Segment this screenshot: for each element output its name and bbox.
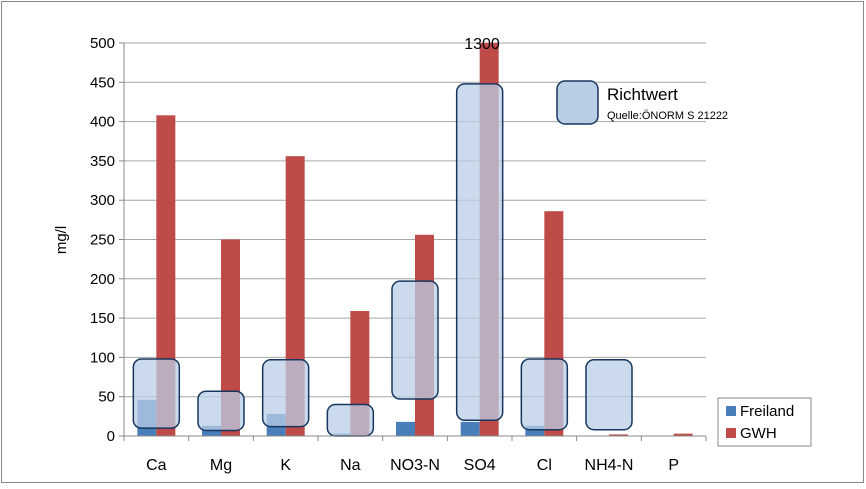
richtwert-box-cl bbox=[520, 358, 569, 431]
y-tick-label: 300 bbox=[90, 192, 115, 209]
overflow-value-label: 1300 bbox=[464, 36, 500, 53]
y-tick-label: 50 bbox=[98, 389, 115, 406]
x-tick-label: K bbox=[280, 457, 291, 474]
richtwert-annotation: Richtwert Quelle:ÖNORM S 21222 bbox=[556, 80, 728, 125]
legend: Freiland GWH bbox=[717, 397, 812, 447]
legend-swatch-freiland bbox=[726, 406, 736, 416]
legend-label-gwh: GWH bbox=[740, 425, 777, 442]
richtwert-box-mg bbox=[197, 390, 245, 432]
bar-gwh-nh4-n bbox=[609, 434, 628, 436]
y-tick-label: 100 bbox=[90, 349, 115, 366]
bar-freiland-cl bbox=[525, 425, 545, 436]
y-tick-label: 450 bbox=[90, 74, 115, 91]
x-tick-label: P bbox=[668, 457, 679, 474]
y-tick-label: 400 bbox=[90, 114, 115, 131]
bar-gwh-ca bbox=[156, 115, 176, 436]
x-tick-label: Cl bbox=[537, 457, 552, 474]
richtwert-box-no3-n bbox=[391, 280, 439, 400]
bar-freiland-no3-n bbox=[396, 421, 415, 436]
x-tick-label: SO4 bbox=[464, 457, 496, 474]
y-tick-label: 500 bbox=[90, 35, 115, 52]
bar-gwh-mg bbox=[221, 239, 240, 436]
x-tick-label: NH4-N bbox=[585, 457, 634, 474]
y-axis-ticks: 0 50 100 150 200 250 300 350 400 450 500 bbox=[90, 35, 124, 445]
y-tick-label: 350 bbox=[90, 153, 115, 170]
x-tick-label: NO3-N bbox=[390, 457, 440, 474]
bar-freiland-so4 bbox=[460, 421, 480, 436]
richtwert-box-na bbox=[326, 403, 375, 437]
x-tick-label: Na bbox=[340, 457, 361, 474]
x-tick-label: Ca bbox=[146, 457, 167, 474]
y-tick-label: 250 bbox=[90, 232, 115, 249]
y-tick-label: 150 bbox=[90, 310, 115, 327]
legend-swatch-gwh bbox=[726, 428, 736, 438]
richtwert-source: Quelle:ÖNORM S 21222 bbox=[607, 110, 728, 122]
bar-gwh-p bbox=[673, 433, 693, 436]
y-tick-label: 200 bbox=[90, 271, 115, 288]
y-tick-label: 0 bbox=[107, 428, 115, 445]
richtwert-box-k bbox=[261, 359, 310, 428]
richtwert-box-ca bbox=[132, 358, 181, 429]
legend-label-freiland: Freiland bbox=[740, 403, 794, 420]
richtwert-legend-box bbox=[556, 80, 599, 125]
x-tick-label: Mg bbox=[210, 457, 232, 474]
richtwert-box-nh4-n bbox=[585, 359, 633, 431]
richtwert-title: Richtwert bbox=[607, 85, 678, 104]
y-axis-label: mg/l bbox=[53, 226, 70, 254]
richtwert-boxes bbox=[132, 83, 633, 437]
richtwert-box-so4 bbox=[455, 83, 504, 422]
x-axis-ticks: Ca Mg K Na NO3-N SO4 Cl NH4-N P bbox=[123, 436, 707, 474]
